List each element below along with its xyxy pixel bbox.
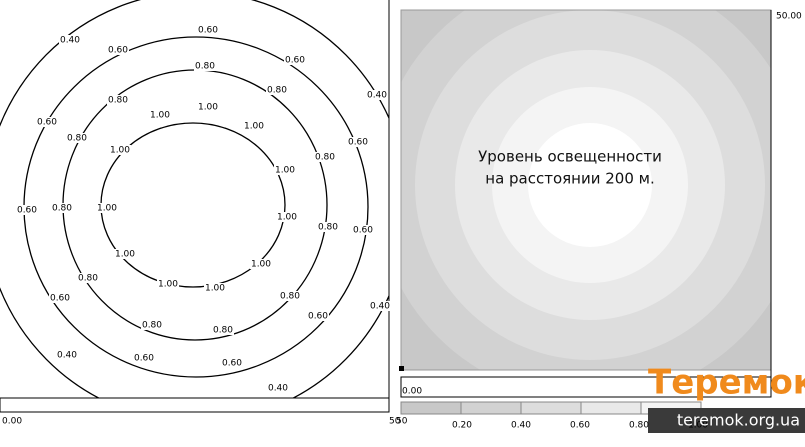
contour-label: 1.00 — [110, 146, 130, 156]
label-bg — [369, 301, 391, 311]
x-axis-bar — [0, 397, 390, 413]
label-bg — [250, 259, 272, 269]
contour-label: 0.40 — [57, 351, 77, 361]
contour-label: 1.00 — [244, 122, 264, 132]
contour-label: 0.60 — [222, 359, 242, 369]
label-bg — [266, 85, 288, 95]
axis-label: 0.00 — [402, 387, 422, 397]
contour-label: 0.60 — [348, 138, 368, 148]
contour-label: 0.80 — [213, 326, 233, 336]
label-bg — [66, 133, 88, 143]
label-bg — [197, 102, 219, 112]
contour-label: 0.80 — [142, 321, 162, 331]
label-bg — [114, 249, 136, 259]
x-axis-bar — [400, 376, 772, 398]
label-bg — [267, 383, 289, 393]
watermark-bg — [648, 408, 805, 433]
label-bg — [204, 283, 226, 293]
contour-label: 0.60 — [37, 118, 57, 128]
label-bg — [141, 320, 163, 330]
contour-label: 0.60 — [308, 312, 328, 322]
contour-label: 1.00 — [97, 204, 117, 214]
contour-label: 0.80 — [52, 204, 72, 214]
contour-label: 0.40 — [370, 302, 390, 312]
corner — [399, 366, 404, 371]
label-bg — [96, 203, 118, 213]
label-bg — [77, 273, 99, 283]
label-bg — [279, 291, 301, 301]
contour-label: 1.00 — [277, 213, 297, 223]
contour-label: 0.80 — [78, 274, 98, 284]
contour-label: 0.60 — [353, 226, 373, 236]
label-bg — [352, 225, 374, 235]
label-bg — [366, 90, 388, 100]
label-bg — [243, 121, 265, 131]
axis-label: 50.00 — [776, 12, 802, 22]
contour-label: 0.60 — [50, 294, 70, 304]
contour-label: 1.00 — [198, 103, 218, 113]
label-bg — [221, 358, 243, 368]
contour-label: 0.80 — [280, 292, 300, 302]
contour-label: 0.80 — [195, 62, 215, 72]
label-bg — [194, 61, 216, 71]
axis-label: 50 — [389, 417, 401, 427]
contour-label: 0.40 — [367, 91, 387, 101]
contour-label: 1.00 — [158, 280, 178, 290]
label-bg — [274, 165, 296, 175]
contour-label: 0.80 — [267, 86, 287, 96]
label-bg — [149, 110, 171, 120]
label-bg — [347, 137, 369, 147]
label-bg — [284, 55, 306, 65]
fill-contours — [401, 10, 771, 370]
contour-label: 0.40 — [268, 384, 288, 394]
contour-label: 0.80 — [318, 223, 338, 233]
contour-label: 0.40 — [60, 36, 80, 46]
label-bg — [109, 145, 131, 155]
label-bg — [56, 350, 78, 360]
annotation: на расстоянии 200 м. — [485, 170, 654, 188]
contour-label: 0.80 — [67, 134, 87, 144]
label-bg — [317, 222, 339, 232]
label-bg — [107, 95, 129, 105]
label-bg — [276, 212, 298, 222]
contour-label: 0.60 — [108, 46, 128, 56]
label-bg — [307, 311, 329, 321]
label-bg — [133, 353, 155, 363]
label-bg — [59, 35, 81, 45]
contour-label: 0.80 — [108, 96, 128, 106]
contour-label: 1.00 — [115, 250, 135, 260]
label-bg — [51, 203, 73, 213]
contour-label: 0.60 — [134, 354, 154, 364]
axis-label: 0.00 — [2, 417, 22, 427]
label-bg — [212, 325, 234, 335]
axis-label: 50 — [396, 417, 408, 427]
legend-label: 0.40 — [511, 421, 531, 431]
annotation: Уровень освещенности — [478, 148, 662, 166]
label-bg — [16, 205, 38, 215]
label-bg — [314, 152, 336, 162]
watermark-brand: Теремок — [648, 363, 805, 403]
label-bg — [49, 293, 71, 303]
contour-label: 0.60 — [17, 206, 37, 216]
contour-label: 0.60 — [285, 56, 305, 66]
contour-label: 1.00 — [275, 166, 295, 176]
contour-label: 0.60 — [198, 26, 218, 36]
contour-label: 1.00 — [205, 284, 225, 294]
legend-label: 0.80 — [629, 421, 649, 431]
label-bg — [36, 117, 58, 127]
contour-label: 1.00 — [251, 260, 271, 270]
watermark-site: teremok.org.ua — [677, 411, 800, 430]
legend-label: 0.60 — [570, 421, 590, 431]
legend-label: 0.20 — [452, 421, 472, 431]
label-bg — [197, 25, 219, 35]
label-bg — [157, 279, 179, 289]
label-bg — [107, 45, 129, 55]
contour-label: 0.80 — [315, 153, 335, 163]
legend-label: 1.00 — [688, 421, 708, 431]
contour-label: 1.00 — [150, 111, 170, 121]
